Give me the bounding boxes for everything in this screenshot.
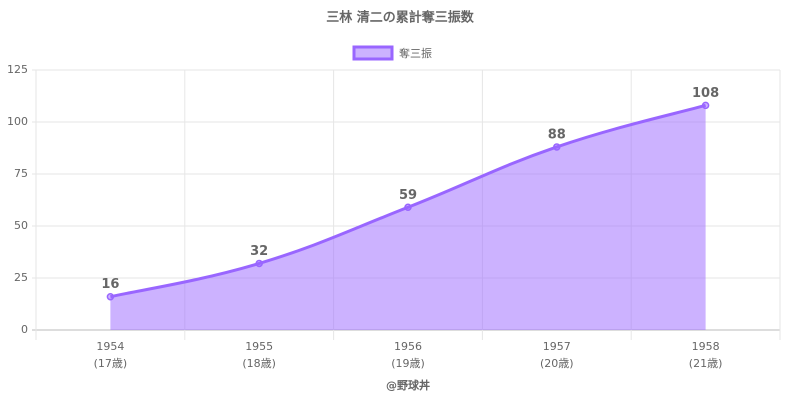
y-tick-label: 0: [21, 323, 28, 336]
x-tick-label: 1957: [543, 340, 571, 353]
y-tick-label: 75: [14, 167, 28, 180]
x-tick-label: 1956: [394, 340, 422, 353]
data-label: 59: [399, 188, 417, 203]
x-axis-title: @野球丼: [386, 378, 430, 392]
x-tick-label: 1958: [692, 340, 720, 353]
legend-swatch: [352, 45, 394, 61]
y-tick-label: 25: [14, 271, 28, 284]
x-tick-sublabel: (18歳): [242, 357, 276, 370]
y-tick-label: 100: [7, 115, 28, 128]
point: [553, 143, 561, 151]
x-tick-sublabel: (21歳): [689, 357, 723, 370]
legend-label: 奪三振: [399, 46, 432, 60]
y-tick-label: 50: [14, 219, 28, 232]
x-tick-sublabel: (17歳): [94, 357, 128, 370]
point: [404, 203, 412, 212]
point: [106, 292, 115, 301]
x-tick-label: 1954: [96, 340, 124, 353]
x-tick-sublabel: (19歳): [391, 357, 425, 370]
x-tick-label: 1955: [245, 340, 273, 353]
x-tick-sublabel: (20歳): [540, 357, 574, 370]
area-fill: [110, 105, 706, 330]
chart-title: 三林 清二の累計奪三振数: [326, 10, 475, 26]
y-tick-label: 125: [7, 63, 28, 76]
data-label: 32: [250, 244, 268, 259]
data-label: 88: [548, 127, 566, 142]
data-label: 108: [692, 86, 719, 101]
point: [701, 101, 710, 110]
point: [255, 259, 263, 268]
data-label: 16: [101, 277, 119, 292]
